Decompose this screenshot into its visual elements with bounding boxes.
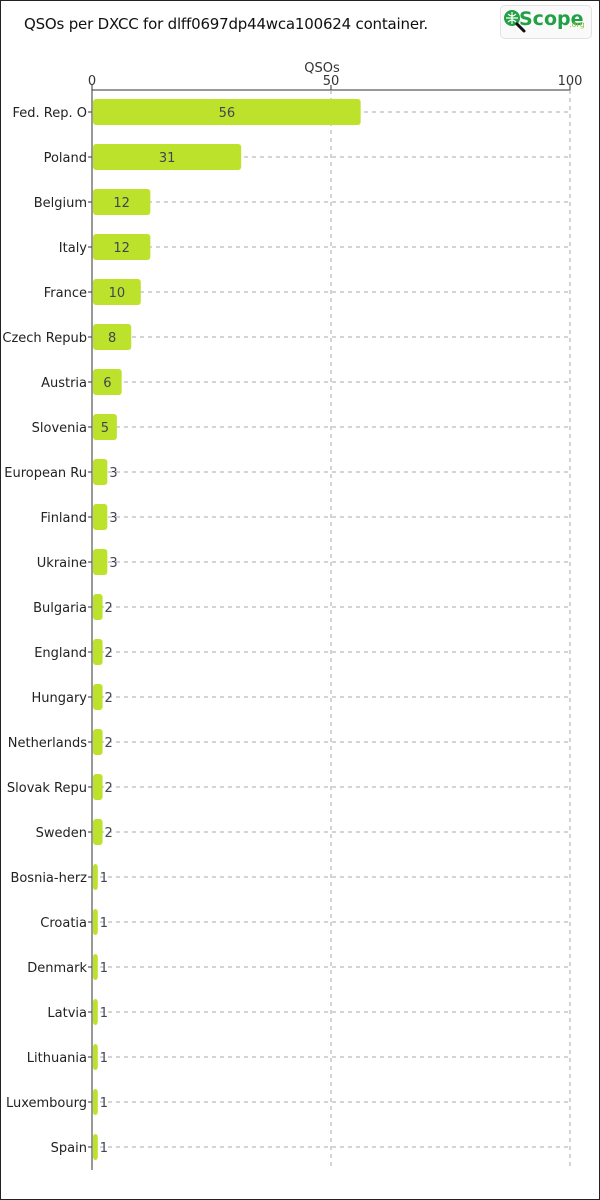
value-label: 2 (105, 736, 113, 751)
category-label: Bosnia-herz (10, 871, 87, 886)
category-label: Fed. Rep. O (13, 106, 87, 121)
bar (93, 414, 117, 440)
bar (93, 774, 103, 800)
bar (93, 189, 151, 215)
category-label: Slovak Repu (7, 781, 87, 796)
bar (93, 999, 98, 1025)
category-label: Belgium (34, 196, 87, 211)
value-label: 3 (109, 511, 117, 526)
category-label: Sweden (36, 826, 87, 841)
bar (93, 954, 98, 980)
value-label: 1 (100, 916, 108, 931)
category-label: European Ru (4, 466, 87, 481)
category-label: Austria (41, 376, 87, 391)
value-label: 12 (113, 196, 130, 211)
value-label: 1 (100, 871, 108, 886)
bar (93, 819, 103, 845)
category-label: Denmark (27, 961, 87, 976)
category-label: France (44, 286, 87, 301)
category-label: Bulgaria (33, 601, 87, 616)
x-tick-label: 50 (323, 74, 340, 89)
category-label: Ukraine (37, 556, 87, 571)
value-label: 1 (100, 1096, 108, 1111)
bar (93, 594, 103, 620)
logo-text: Scope (519, 8, 584, 30)
value-label: 3 (109, 556, 117, 571)
bar (93, 639, 103, 665)
x-tick-label: 100 (558, 74, 583, 89)
bar (93, 99, 361, 125)
category-label: Netherlands (8, 736, 87, 751)
x-axis-label: QSOs (304, 61, 340, 76)
value-label: 2 (105, 781, 113, 796)
value-label: 2 (105, 646, 113, 661)
category-label: Slovenia (32, 421, 87, 436)
bar (93, 324, 132, 350)
value-label: 2 (105, 826, 113, 841)
category-label: Spain (51, 1141, 87, 1156)
category-label: Luxembourg (6, 1096, 87, 1111)
category-label: Czech Repub (2, 331, 87, 346)
value-label: 5 (101, 421, 109, 436)
value-label: 56 (219, 106, 236, 121)
bar (93, 144, 242, 170)
category-label: Italy (59, 241, 88, 256)
bar (93, 864, 98, 890)
bar (93, 729, 103, 755)
value-label: 12 (113, 241, 130, 256)
bar (93, 234, 151, 260)
bar (93, 1044, 98, 1070)
value-label: 1 (100, 1051, 108, 1066)
value-label: 8 (108, 331, 116, 346)
bar (93, 369, 122, 395)
chart-title: QSOs per DXCC for dlff0697dp44wca100624 … (24, 15, 429, 33)
bar (93, 504, 108, 530)
bar (93, 909, 98, 935)
value-label: 31 (159, 151, 176, 166)
value-label: 10 (109, 286, 126, 301)
value-label: 3 (109, 466, 117, 481)
bar (93, 684, 103, 710)
category-label: Croatia (40, 916, 87, 931)
bar (93, 279, 141, 305)
value-label: 2 (105, 691, 113, 706)
value-label: 2 (105, 601, 113, 616)
bar (93, 1089, 98, 1115)
value-label: 1 (100, 961, 108, 976)
category-label: Finland (41, 511, 87, 526)
bar (93, 459, 108, 485)
category-label: Latvia (47, 1006, 87, 1021)
bar (93, 1134, 98, 1160)
logo-suffix: .org (569, 20, 585, 29)
category-label: Poland (44, 151, 87, 166)
bar (93, 549, 108, 575)
value-label: 6 (103, 376, 111, 391)
category-label: Lithuania (27, 1051, 87, 1066)
x-tick-label: 0 (88, 74, 96, 89)
category-label: Hungary (31, 691, 87, 706)
value-label: 1 (100, 1006, 108, 1021)
value-label: 1 (100, 1141, 108, 1156)
category-label: England (34, 646, 87, 661)
